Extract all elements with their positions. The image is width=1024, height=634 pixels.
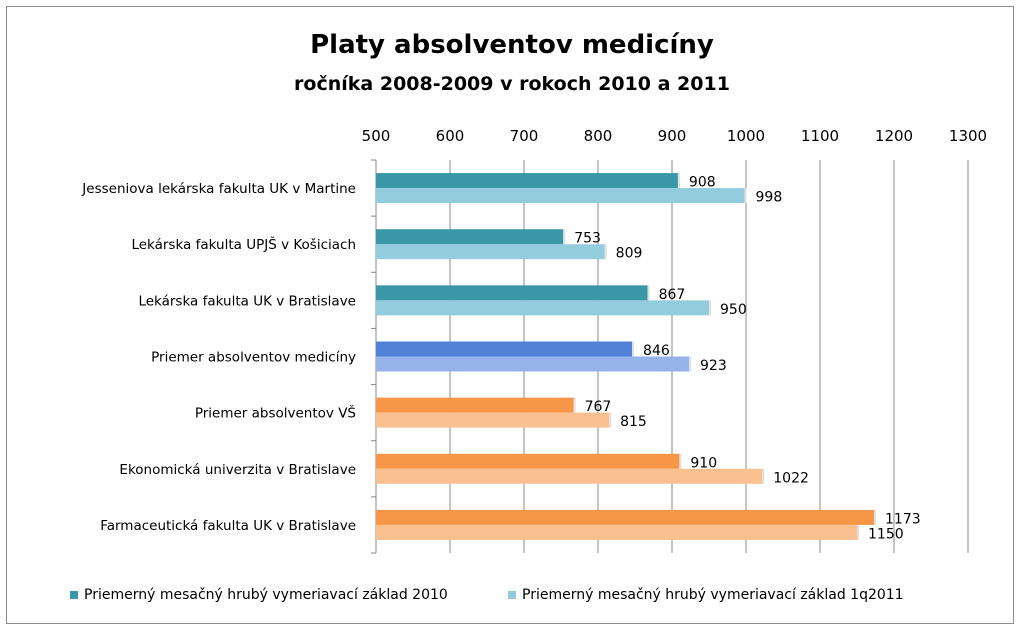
- bar-end-highlight: [604, 244, 607, 260]
- legend-swatch-1q2011: [508, 591, 516, 599]
- bar-end-highlight: [857, 524, 859, 540]
- category-label: Ekonomická univerzita v Bratislave: [119, 462, 356, 478]
- bar-2010: [376, 397, 574, 413]
- bar-end-highlight: [689, 356, 692, 372]
- data-label: 767: [585, 399, 612, 415]
- data-label: 1150: [868, 526, 904, 542]
- bar-end-highlight: [679, 453, 682, 469]
- data-label: 908: [689, 175, 716, 191]
- legend-swatch-2010: [70, 591, 78, 599]
- legend-item-2010: Priemerný mesačný hrubý vymeriavací zákl…: [70, 586, 448, 604]
- chart-title: Platy absolventov medicíny: [310, 30, 714, 60]
- x-tick-label: 1100: [801, 127, 839, 145]
- legend-label-2010: Priemerný mesačný hrubý vymeriavací zákl…: [84, 587, 448, 603]
- bar-end-highlight: [563, 229, 566, 245]
- x-tick-label: 700: [510, 127, 539, 145]
- data-label: 846: [643, 343, 670, 359]
- bar-1q2011: [376, 412, 610, 428]
- legend-label-1q2011: Priemerný mesačný hrubý vymeriavací zákl…: [522, 587, 904, 603]
- bar-2010: [376, 229, 564, 245]
- category-label: Priemer absolventov medicíny: [151, 350, 356, 366]
- bar-1q2011: [376, 244, 605, 260]
- x-tick-label: 1000: [727, 127, 765, 145]
- bar-1q2011: [376, 356, 690, 372]
- category-label: Lekárska fakulta UPJŠ v Košiciach: [131, 235, 356, 253]
- bar-2010: [376, 341, 633, 357]
- data-label: 1173: [885, 511, 921, 527]
- category-label: Jesseniova lekárska fakulta UK v Martine: [81, 181, 356, 197]
- x-tick-label: 500: [362, 127, 391, 145]
- x-tick-label: 600: [436, 127, 465, 145]
- bar-end-highlight: [744, 188, 747, 204]
- bar-1q2011: [376, 468, 763, 484]
- bar-end-highlight: [632, 341, 635, 357]
- data-label: 815: [620, 414, 647, 430]
- bar-end-highlight: [762, 468, 765, 484]
- data-label: 950: [720, 302, 747, 318]
- bar-2010: [376, 285, 648, 301]
- data-label: 998: [756, 190, 783, 206]
- bar-1q2011: [376, 524, 857, 540]
- chart-subtitle: ročníka 2008-2009 v rokoch 2010 a 2011: [294, 73, 730, 95]
- bar-end-highlight: [609, 412, 612, 428]
- x-tick-label: 1200: [875, 127, 913, 145]
- x-tick-label: 900: [658, 127, 687, 145]
- category-label: Lekárska fakulta UK v Bratislave: [138, 293, 356, 309]
- bar-2010: [376, 173, 678, 189]
- bar-end-highlight: [647, 285, 650, 301]
- legend-item-1q2011: Priemerný mesačný hrubý vymeriavací zákl…: [508, 586, 904, 604]
- category-label: Priemer absolventov VŠ: [195, 404, 356, 422]
- bar-end-highlight: [573, 397, 576, 413]
- data-label: 809: [616, 246, 643, 262]
- bar-2010: [376, 453, 680, 469]
- x-tick-label: 800: [584, 127, 613, 145]
- bar-end-highlight: [709, 300, 711, 316]
- bar-1q2011: [376, 300, 709, 316]
- bar-2010: [376, 509, 875, 525]
- category-label: Farmaceutická fakulta UK v Bratislave: [100, 518, 356, 534]
- data-label: 923: [700, 358, 727, 374]
- data-label: 910: [690, 455, 717, 471]
- bar-end-highlight: [677, 173, 680, 189]
- data-label: 1022: [773, 470, 809, 486]
- data-label: 753: [574, 231, 601, 247]
- bar-end-highlight: [874, 509, 877, 525]
- x-tick-label: 1300: [949, 127, 987, 145]
- data-label: 867: [659, 287, 686, 303]
- bar-1q2011: [376, 188, 745, 204]
